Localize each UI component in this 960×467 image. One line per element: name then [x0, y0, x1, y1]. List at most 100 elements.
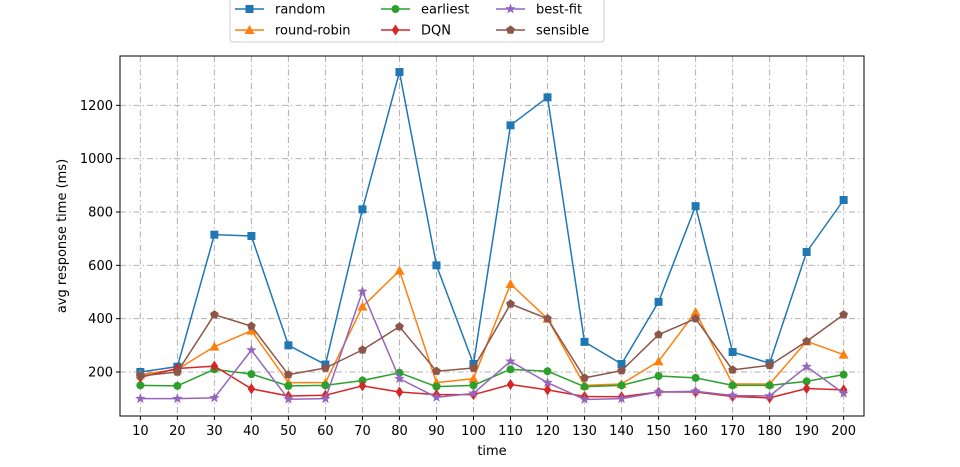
data-point-best-fit: [764, 390, 775, 401]
data-point-random: [802, 248, 811, 256]
data-point-sensible: [173, 367, 182, 376]
data-point-dqn: [506, 379, 515, 391]
x-tick-label: 130: [572, 424, 597, 439]
data-point-random: [506, 121, 515, 130]
legend-marker: [391, 24, 400, 36]
legend-marker: [245, 5, 254, 13]
series-dqn: [136, 360, 848, 404]
x-tick-label: 110: [498, 424, 523, 439]
data-point-sensible: [617, 366, 626, 375]
x-tick-label: 190: [794, 424, 819, 439]
data-point-earliest: [617, 381, 626, 390]
data-point-earliest: [580, 382, 589, 391]
data-point-dqn: [395, 386, 404, 398]
data-point-earliest: [728, 381, 737, 390]
data-point-random: [691, 202, 700, 211]
data-point-best-fit: [468, 387, 479, 398]
legend-label: best-fit: [536, 3, 582, 18]
data-point-earliest: [284, 381, 293, 390]
series-lines: [135, 68, 849, 404]
data-point-sensible: [210, 310, 219, 319]
data-point-random: [543, 93, 552, 102]
plot-frame: [119, 55, 865, 417]
series-round-robin: [135, 265, 849, 390]
grid-lines: [120, 56, 864, 416]
data-point-best-fit: [542, 377, 553, 388]
x-tick-label: 100: [461, 424, 486, 439]
data-point-random: [247, 232, 256, 240]
data-point-earliest: [802, 377, 811, 386]
legend-entry-sensible: sensible: [496, 24, 589, 39]
data-point-best-fit: [320, 393, 331, 404]
data-point-best-fit: [283, 393, 294, 404]
data-point-best-fit: [727, 389, 738, 400]
legend-label: round-robin: [275, 24, 351, 39]
data-point-round-robin: [246, 325, 257, 335]
data-point-best-fit: [246, 344, 257, 355]
series-line-best-fit: [140, 290, 845, 401]
legend-label: sensible: [536, 24, 589, 39]
x-tick-label: 50: [280, 424, 297, 439]
y-tick-label: 1000: [80, 152, 113, 167]
data-point-random: [728, 348, 737, 356]
data-point-earliest: [247, 370, 256, 379]
y-tick-label: 1200: [80, 99, 113, 114]
data-point-sensible: [506, 299, 515, 308]
data-point-random: [284, 341, 293, 350]
x-tick-label: 140: [609, 424, 634, 439]
legend-entry-dqn: DQN: [381, 24, 451, 39]
data-point-earliest: [173, 381, 182, 390]
data-point-random: [432, 261, 441, 270]
series-sensible: [135, 299, 849, 382]
y-tick-label: 800: [88, 206, 113, 221]
data-point-sensible: [765, 360, 774, 370]
data-point-round-robin: [468, 373, 479, 383]
legend-entry-best-fit: best-fit: [496, 3, 582, 18]
data-point-earliest: [136, 381, 145, 390]
x-tick-label: 20: [169, 424, 186, 439]
data-point-best-fit: [172, 393, 183, 404]
data-point-round-robin: [653, 356, 664, 366]
legend-label: DQN: [421, 24, 451, 39]
x-tick-label: 70: [354, 424, 371, 439]
x-tick-label: 170: [720, 424, 745, 439]
data-point-sensible: [469, 363, 478, 372]
data-point-best-fit: [431, 391, 442, 402]
data-point-earliest: [432, 382, 441, 391]
data-point-random: [839, 196, 848, 204]
data-point-dqn: [802, 383, 811, 395]
x-axis-label: time: [477, 444, 506, 459]
x-tick-label: 30: [206, 424, 223, 439]
legend-marker: [391, 5, 400, 13]
data-point-round-robin: [838, 349, 849, 359]
data-point-round-robin: [690, 307, 701, 316]
x-tick-label: 90: [428, 424, 445, 439]
data-point-round-robin: [505, 279, 516, 288]
data-point-earliest: [321, 381, 330, 390]
y-axis-label: avg response time (ms): [55, 159, 70, 313]
x-tick-label: 200: [831, 424, 856, 439]
x-tick-label: 10: [132, 424, 149, 439]
x-tick-label: 150: [646, 424, 671, 439]
data-point-best-fit: [690, 385, 701, 396]
x-tick-label: 40: [243, 424, 260, 439]
data-point-dqn: [210, 360, 219, 372]
data-point-sensible: [321, 363, 330, 372]
data-point-best-fit: [616, 393, 627, 404]
series-best-fit: [135, 285, 849, 404]
data-point-best-fit: [579, 393, 590, 404]
data-point-earliest: [543, 367, 552, 376]
data-point-best-fit: [357, 285, 368, 296]
x-tick-label: 180: [757, 424, 782, 439]
data-point-best-fit: [653, 386, 664, 397]
data-point-best-fit: [505, 355, 516, 366]
data-point-sensible: [580, 373, 589, 382]
data-point-round-robin: [394, 265, 405, 275]
data-point-sensible: [358, 345, 367, 354]
legend-marker: [505, 3, 516, 14]
data-point-sensible: [802, 336, 811, 346]
y-tick-label: 200: [88, 366, 113, 381]
data-point-random: [617, 360, 626, 368]
